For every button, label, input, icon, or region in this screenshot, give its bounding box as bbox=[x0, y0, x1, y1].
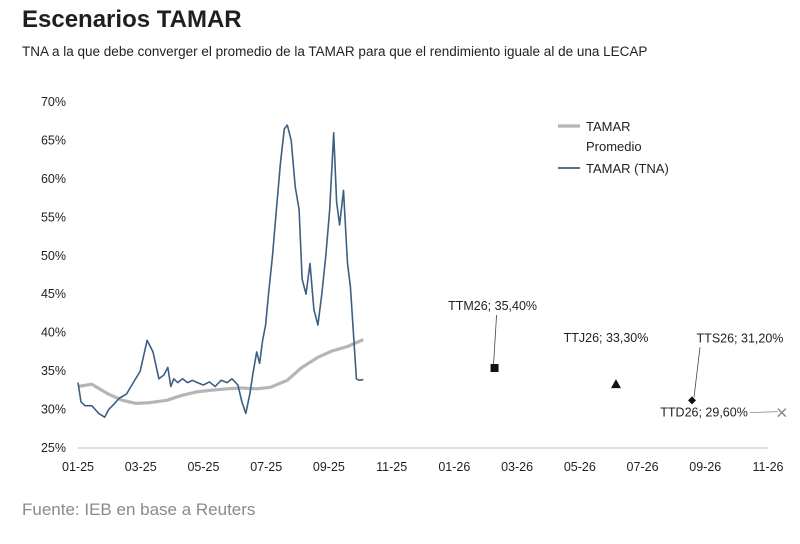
scenario-label: TTD26; 29,60% bbox=[660, 406, 748, 420]
y-tick-label: 35% bbox=[41, 364, 66, 378]
x-axis-ticks: 01-25 03-25 05-25 07-25 09-25 11-25 01-26 03-26… bbox=[62, 460, 784, 474]
x-tick-label: 07-26 bbox=[627, 460, 659, 474]
y-tick-label: 70% bbox=[41, 95, 66, 109]
x-tick-label: 11-25 bbox=[376, 460, 407, 474]
scenario-label: TTJ26; 33,30% bbox=[564, 331, 649, 345]
x-tick-label: 05-25 bbox=[187, 460, 219, 474]
scenario-label: TTM26; 35,40% bbox=[448, 299, 537, 313]
x-tick-label: 01-26 bbox=[438, 460, 470, 474]
y-tick-label: 45% bbox=[41, 287, 66, 301]
scenario-leader bbox=[693, 347, 701, 398]
scenario-marker-ttd26 bbox=[777, 408, 787, 418]
x-tick-label: 01-25 bbox=[62, 460, 94, 474]
chart-subtitle: TNA a la que debe converger el promedio … bbox=[22, 44, 648, 59]
scenario-leader bbox=[493, 315, 497, 365]
source-note: Fuente: IEB en base a Reuters bbox=[22, 500, 256, 519]
series-line-tamar-tna bbox=[77, 124, 364, 419]
y-tick-label: 30% bbox=[41, 403, 66, 417]
y-tick-label: 65% bbox=[41, 133, 66, 147]
y-tick-label: 55% bbox=[41, 210, 66, 224]
x-tick-label: 07-25 bbox=[250, 460, 282, 474]
y-tick-label: 50% bbox=[41, 249, 66, 263]
legend: TAMAR Promedio TAMAR (TNA) bbox=[558, 119, 669, 176]
scenario-label: TTS26; 31,20% bbox=[697, 331, 784, 345]
legend-label: TAMAR bbox=[586, 119, 631, 134]
y-tick-label: 25% bbox=[41, 441, 66, 455]
scenario-marker-tts26 bbox=[687, 396, 696, 405]
scenario-marker-ttm26 bbox=[490, 364, 499, 373]
x-tick-label: 05-26 bbox=[564, 460, 596, 474]
y-axis-ticks: 70% 65% 60% 55% 50% 45% 40% 35% 30% 25% bbox=[41, 95, 66, 455]
scenario-leader bbox=[749, 411, 778, 414]
chart-title: Escenarios TAMAR bbox=[22, 6, 242, 33]
y-tick-label: 60% bbox=[41, 172, 66, 186]
x-tick-label: 03-25 bbox=[125, 460, 157, 474]
series-layer bbox=[77, 124, 364, 419]
x-tick-label: 09-26 bbox=[689, 460, 721, 474]
x-tick-label: 03-26 bbox=[501, 460, 533, 474]
series-line-tamar-promedio bbox=[77, 338, 364, 405]
y-tick-label: 40% bbox=[41, 326, 66, 340]
x-tick-label: 09-25 bbox=[313, 460, 345, 474]
x-tick-label: 11-26 bbox=[752, 460, 783, 474]
legend-label: TAMAR (TNA) bbox=[586, 161, 669, 176]
scenario-layer: TTM26; 35,40% TTJ26; 33,30% TTS26; 31,20% T… bbox=[448, 299, 787, 420]
scenario-marker-ttj26 bbox=[610, 379, 621, 389]
legend-label: Promedio bbox=[586, 139, 642, 154]
